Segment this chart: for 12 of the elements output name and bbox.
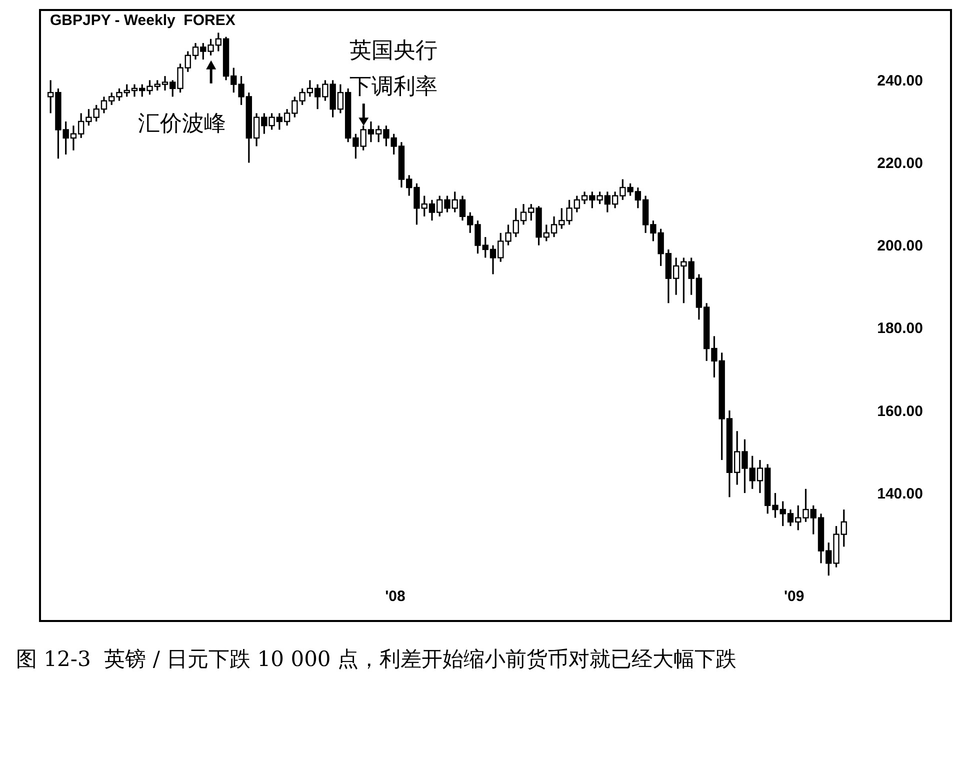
y-tick-label: 240.00 xyxy=(877,72,923,90)
y-tick-label: 160.00 xyxy=(877,402,923,420)
y-tick-label: 140.00 xyxy=(877,485,923,502)
annotation: 汇价波峰 xyxy=(138,111,226,136)
y-tick-label: 200.00 xyxy=(877,238,923,255)
y-tick-label: 180.00 xyxy=(877,320,923,338)
caption: 图 12-3 英镑 / 日元下跌 10 000 点，利差开始缩小前货币对就已经大幅下跌 xyxy=(16,646,738,673)
y-tick-label: 220.00 xyxy=(877,155,923,172)
x-tick-label: '09 xyxy=(784,588,804,605)
x-tick-label: '08 xyxy=(385,588,406,605)
chart-title: GBPJPY - Weekly FOREX xyxy=(50,12,236,29)
annotation: 英国央行下调利率 xyxy=(350,38,438,100)
